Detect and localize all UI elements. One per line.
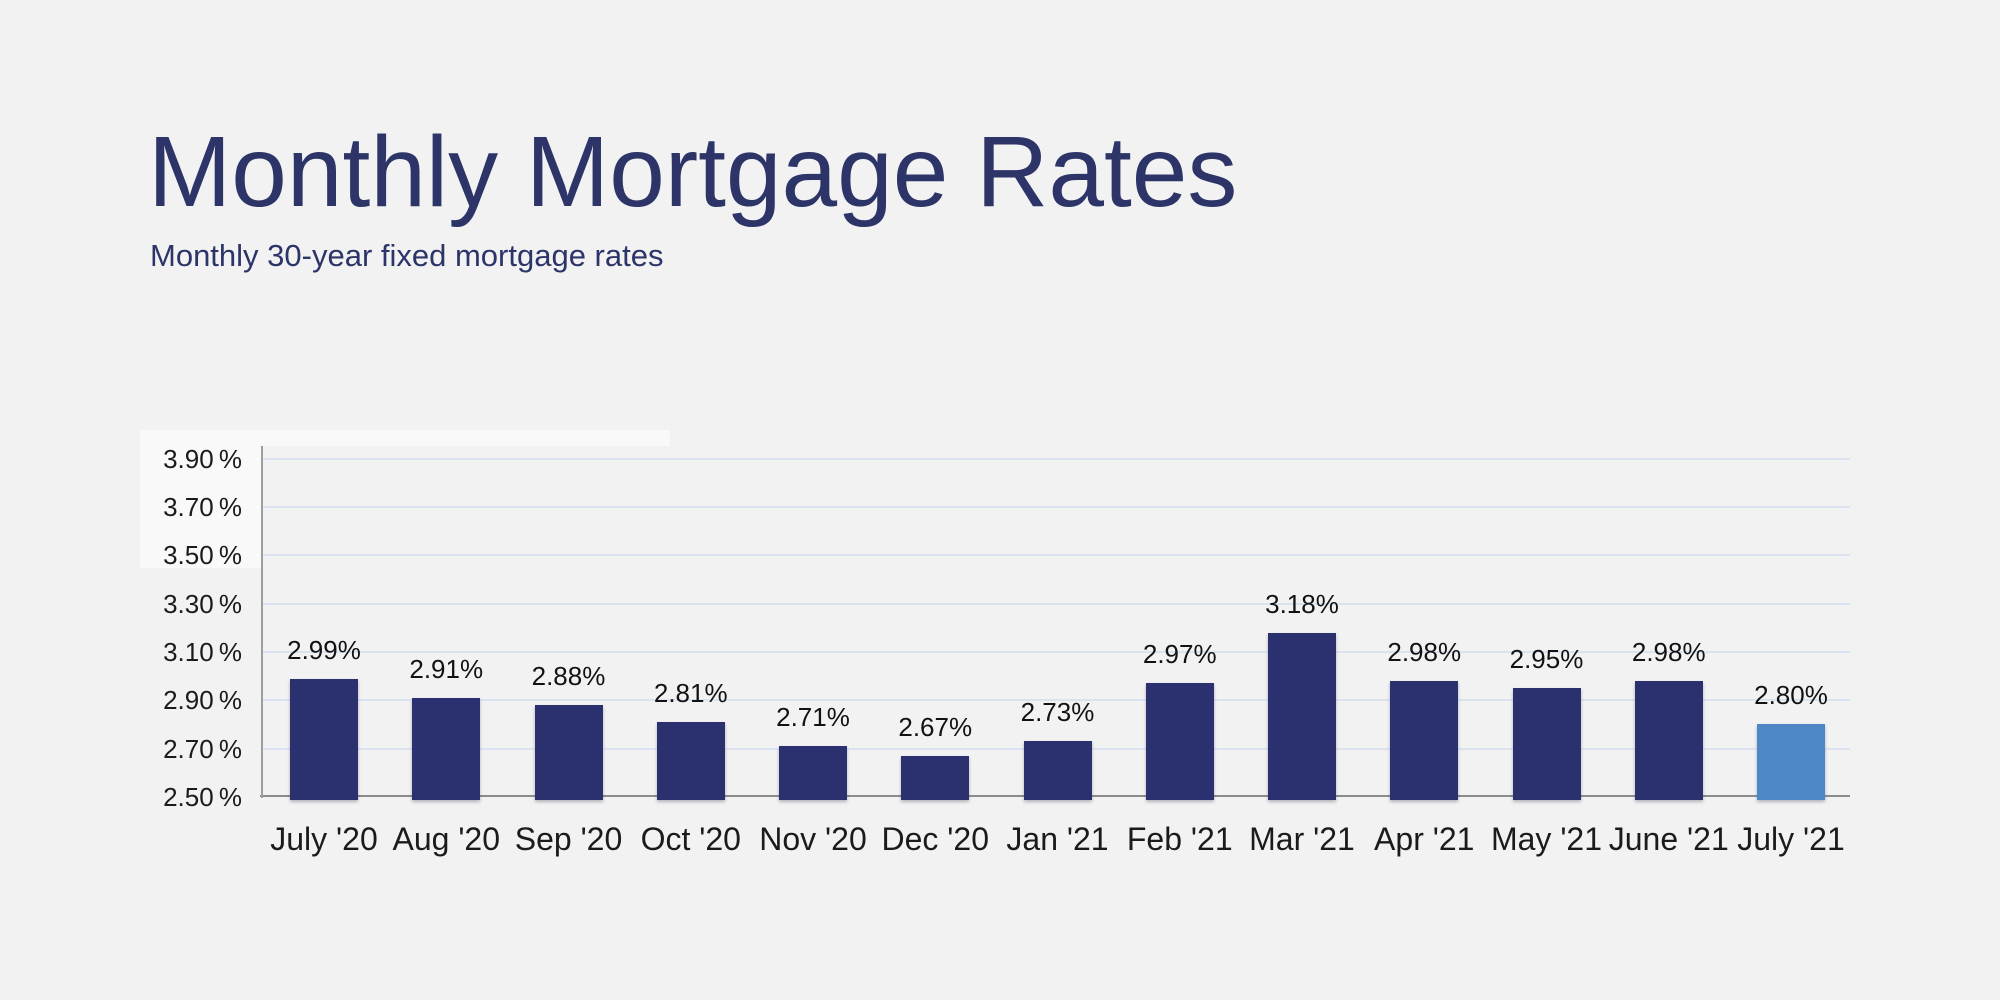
gridline — [262, 699, 1850, 702]
bar-value-label: 2.95% — [1509, 644, 1584, 675]
gridline — [262, 650, 1850, 653]
y-tick-label: 3.70 % — [163, 491, 242, 522]
bar-value-label: 2.91% — [409, 653, 484, 684]
gridline — [262, 602, 1850, 605]
bar-May '21 — [1512, 688, 1581, 800]
bar-value-label: 2.97% — [1142, 639, 1217, 670]
x-tick-label: Apr '21 — [1374, 821, 1475, 857]
y-tick-label: 3.30 % — [163, 588, 242, 619]
x-tick-label: Jan '21 — [1006, 821, 1109, 857]
bar-Sep '20 — [534, 705, 603, 800]
bar-value-label: 2.81% — [653, 678, 728, 709]
bar-Apr '21 — [1390, 680, 1459, 800]
bar-value-label: 2.98% — [1631, 636, 1706, 667]
bar-Aug '20 — [412, 697, 481, 800]
y-tick-label: 2.90 % — [163, 685, 242, 716]
bar-value-label: 2.99% — [287, 634, 361, 665]
bar-value-label: 2.67% — [898, 711, 973, 742]
plot-area — [262, 446, 1850, 800]
bar-Jan '21 — [1023, 741, 1092, 800]
x-tick-label: Sep '20 — [514, 821, 623, 857]
y-axis-line — [261, 446, 263, 798]
y-tick-label: 3.90 % — [163, 443, 242, 474]
gridline — [262, 554, 1850, 557]
bar-value-label: 2.71% — [776, 702, 850, 733]
x-tick-label: May '21 — [1490, 821, 1603, 857]
x-tick-label: Aug '20 — [392, 821, 501, 857]
bar-value-label: 2.88% — [531, 661, 606, 692]
bar-July '20 — [290, 678, 358, 800]
x-tick-label: Mar '21 — [1249, 821, 1355, 857]
bar-value-label: 2.80% — [1754, 680, 1828, 711]
gridline — [262, 457, 1850, 460]
bar-Mar '21 — [1268, 632, 1336, 800]
bar-June '21 — [1634, 680, 1703, 800]
x-tick-label: July '20 — [270, 821, 378, 857]
y-tick-label: 2.70 % — [163, 733, 242, 764]
bar-value-label: 2.73% — [1020, 697, 1095, 728]
x-tick-label: Dec '20 — [881, 821, 990, 857]
bar-July '21 — [1757, 724, 1825, 800]
bar-Feb '21 — [1145, 683, 1214, 800]
y-tick-label: 3.50 % — [163, 540, 242, 571]
x-tick-label: July '21 — [1737, 821, 1845, 857]
x-tick-label: Feb '21 — [1126, 821, 1233, 857]
chart-title: Monthly Mortgage Rates — [148, 116, 1238, 228]
bar-Dec '20 — [901, 755, 970, 800]
y-tick-label: 2.50 % — [163, 782, 242, 812]
bar-Nov '20 — [779, 746, 847, 800]
chart-subtitle: Monthly 30-year fixed mortgage rates — [150, 238, 664, 273]
x-tick-label: Oct '20 — [640, 821, 741, 857]
gridline — [262, 505, 1850, 508]
x-tick-label: June '21 — [1608, 821, 1729, 857]
x-tick-label: Nov '20 — [759, 821, 867, 857]
bar-value-label: 3.18% — [1265, 588, 1339, 619]
bar-value-label: 2.98% — [1387, 636, 1462, 667]
y-tick-label: 3.10 % — [163, 636, 242, 667]
bar-Oct '20 — [656, 722, 725, 800]
